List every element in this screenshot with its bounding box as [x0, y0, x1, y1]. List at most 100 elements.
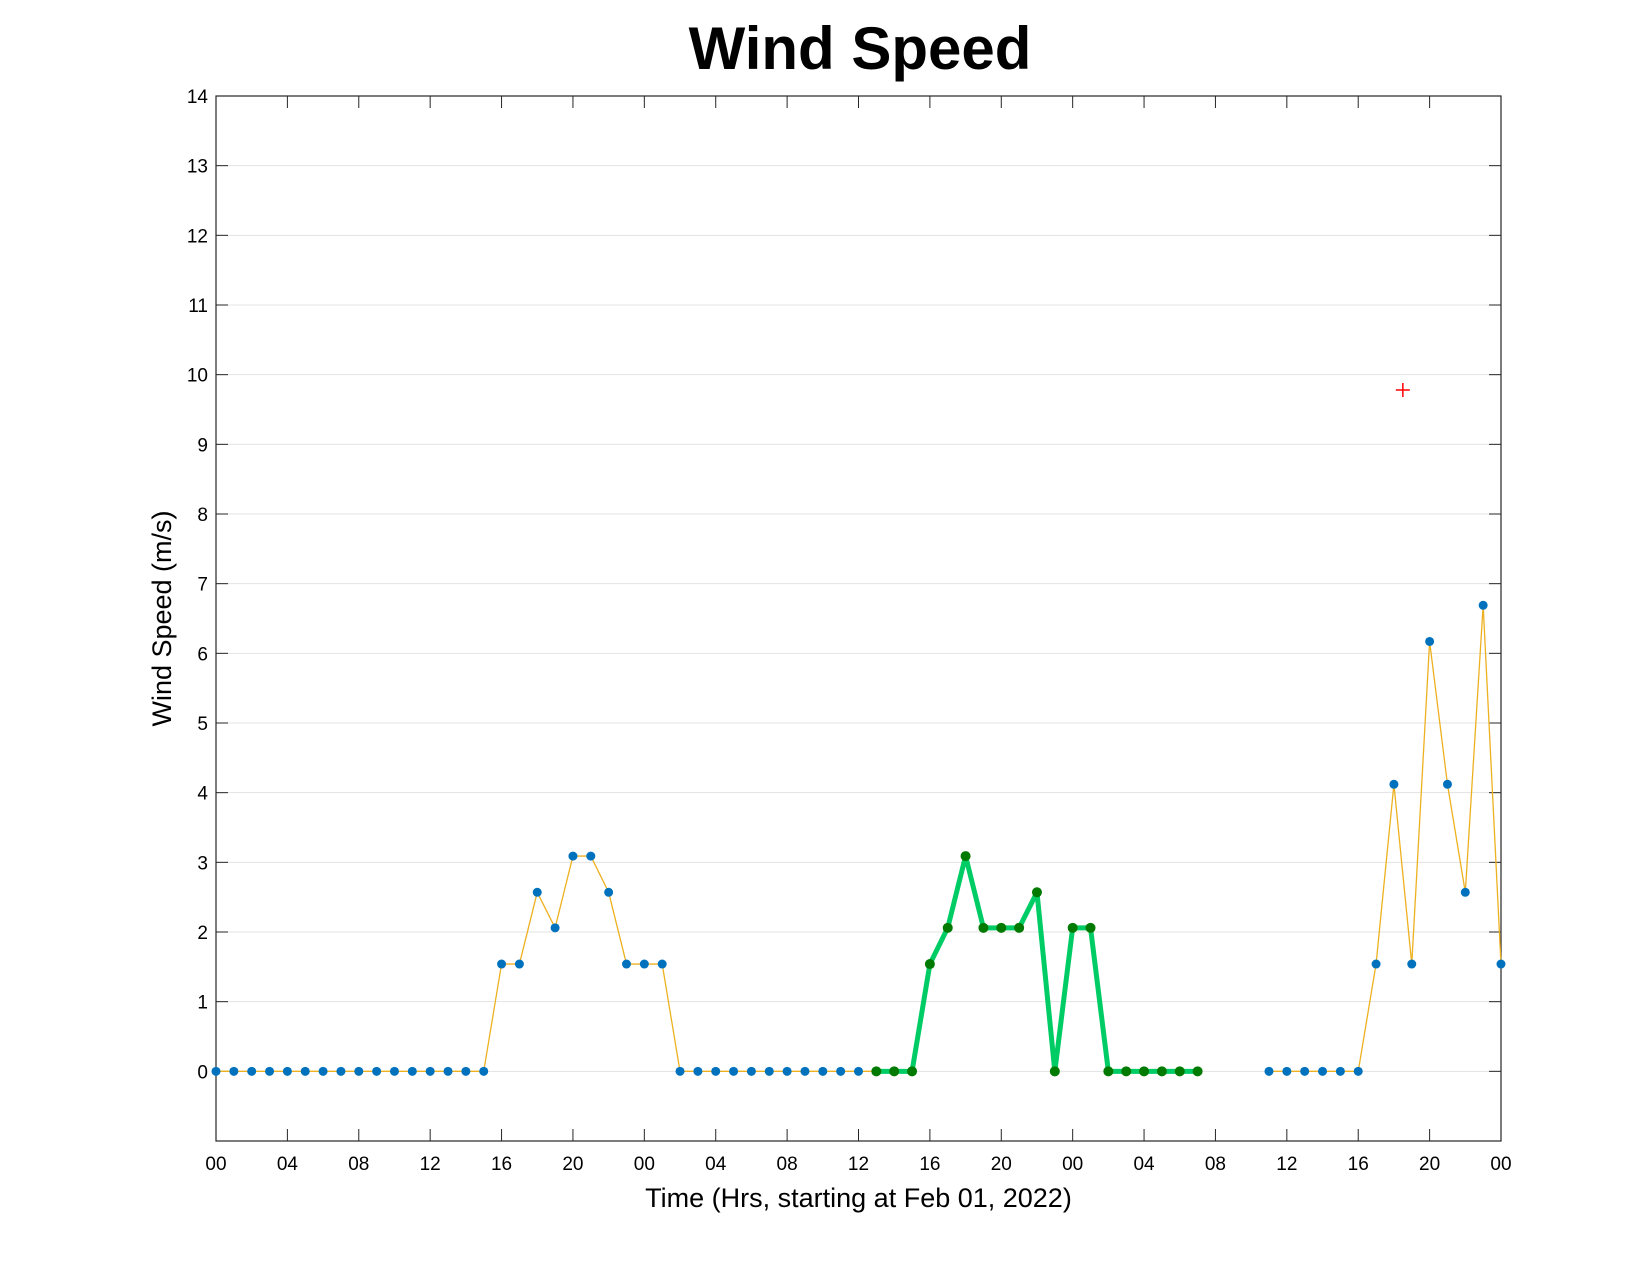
data-point [1264, 1066, 1274, 1076]
y-tick-label: 0 [197, 1062, 208, 1083]
data-point [568, 851, 578, 861]
data-point [461, 1066, 471, 1076]
data-point [407, 1066, 417, 1076]
x-tick-label: 20 [562, 1154, 583, 1175]
x-tick-label: 00 [1062, 1154, 1083, 1175]
series-3 [1395, 382, 1410, 397]
y-tick-label: 2 [197, 923, 208, 944]
data-point [1014, 922, 1025, 933]
y-tick-label: 4 [197, 784, 208, 805]
x-tick-label: 08 [348, 1154, 369, 1175]
data-point [1282, 1066, 1292, 1076]
data-point [1049, 1066, 1060, 1077]
data-point [729, 1066, 739, 1076]
data-point [639, 959, 649, 969]
x-axis-title: Time (Hrs, starting at Feb 01, 2022) [645, 1183, 1072, 1213]
data-point [1318, 1066, 1328, 1076]
data-point [354, 1066, 364, 1076]
data-point [889, 1066, 900, 1077]
data-point [996, 922, 1007, 933]
y-tick-label: 3 [197, 853, 208, 874]
data-point [586, 851, 596, 861]
data-point [425, 1066, 435, 1076]
data-point [497, 959, 507, 969]
data-point [711, 1066, 721, 1076]
data-point [1442, 779, 1452, 789]
series-2 [871, 851, 1203, 1077]
x-tick-label: 04 [705, 1154, 727, 1175]
data-point [836, 1066, 846, 1076]
data-point [1460, 887, 1470, 897]
x-tick-label: 12 [1276, 1154, 1297, 1175]
grid-lines [216, 95, 1501, 1072]
data-point [800, 1066, 810, 1076]
data-point [443, 1066, 453, 1076]
data-point [907, 1066, 918, 1077]
data-point [265, 1066, 275, 1076]
data-point [978, 922, 989, 933]
chart-title: Wind Speed [688, 15, 1032, 82]
data-point [372, 1066, 382, 1076]
data-point [1121, 1066, 1132, 1077]
data-point [479, 1066, 489, 1076]
x-tick-label: 16 [1348, 1154, 1369, 1175]
y-tick-label: 8 [197, 505, 208, 526]
x-tick-label: 08 [777, 1154, 798, 1175]
data-point [1407, 959, 1417, 969]
y-tick-label: 12 [187, 226, 208, 247]
data-point [318, 1066, 328, 1076]
data-point [675, 1066, 685, 1076]
data-point [1067, 922, 1078, 933]
y-axis-title: Wind Speed (m/s) [147, 510, 177, 726]
data-point [764, 1066, 774, 1076]
data-point [514, 959, 524, 969]
x-tick-label: 04 [1133, 1154, 1155, 1175]
x-tick-label: 20 [991, 1154, 1012, 1175]
data-point [1353, 1066, 1363, 1076]
data-point [300, 1066, 310, 1076]
data-point [336, 1066, 346, 1076]
data-point [1139, 1066, 1150, 1077]
data-point [1335, 1066, 1345, 1076]
data-point [621, 959, 631, 969]
data-point [1103, 1066, 1114, 1077]
y-tick-label: 7 [197, 575, 208, 596]
data-point [532, 887, 542, 897]
y-tick-label: 1 [197, 993, 208, 1014]
data-point [1371, 959, 1381, 969]
data-point [550, 923, 560, 933]
y-tick-label: 10 [187, 366, 208, 387]
series-layer [211, 382, 1506, 1077]
x-tick-label: 00 [205, 1154, 226, 1175]
data-point [1425, 636, 1435, 646]
data-point [1478, 600, 1488, 610]
data-point [247, 1066, 257, 1076]
data-point [282, 1066, 292, 1076]
data-point [657, 959, 667, 969]
x-tick-label: 16 [919, 1154, 940, 1175]
data-point [211, 1066, 221, 1076]
series-line [216, 855, 895, 1072]
data-point [1031, 887, 1042, 898]
x-tick-label: 12 [848, 1154, 869, 1175]
data-point [1496, 959, 1506, 969]
x-tick-label: 12 [420, 1154, 441, 1175]
data-point [1085, 922, 1096, 933]
data-point [693, 1066, 703, 1076]
x-tick-label: 04 [277, 1154, 299, 1175]
data-point [924, 959, 935, 970]
outlier-point [1395, 382, 1410, 397]
x-tick-label: 00 [1490, 1154, 1511, 1175]
data-point [871, 1066, 882, 1077]
data-point [746, 1066, 756, 1076]
y-tick-label: 14 [187, 87, 209, 108]
plot-frame [215, 95, 1502, 1142]
x-tick-label: 16 [491, 1154, 512, 1175]
y-tick-label: 9 [197, 435, 208, 456]
data-point [229, 1066, 239, 1076]
x-tick-label: 00 [634, 1154, 655, 1175]
data-point [818, 1066, 828, 1076]
data-point [604, 887, 614, 897]
